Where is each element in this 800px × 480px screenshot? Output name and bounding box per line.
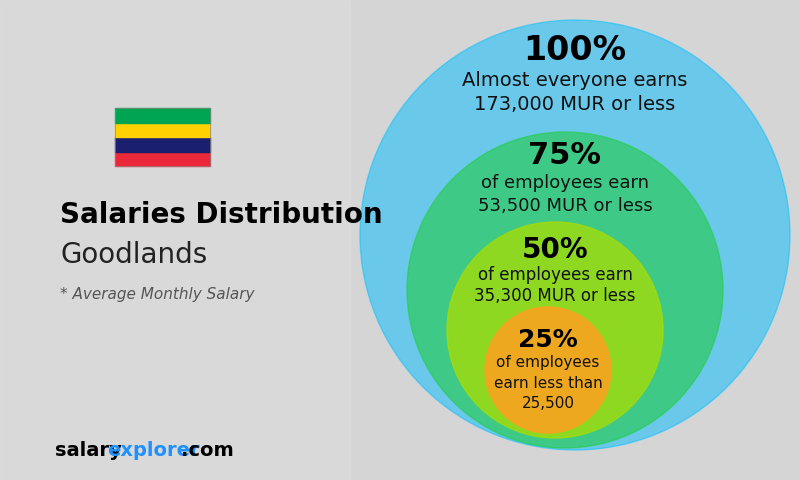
- Text: .com: .com: [181, 441, 234, 459]
- Text: earn less than: earn less than: [494, 375, 602, 391]
- Bar: [115, 122, 210, 137]
- Text: of employees: of employees: [496, 356, 600, 371]
- Text: of employees earn: of employees earn: [481, 174, 649, 192]
- Text: 35,300 MUR or less: 35,300 MUR or less: [474, 287, 636, 305]
- Bar: [115, 137, 210, 152]
- Text: 25%: 25%: [518, 328, 578, 352]
- Text: Goodlands: Goodlands: [60, 241, 207, 269]
- Text: of employees earn: of employees earn: [478, 266, 633, 284]
- Text: 100%: 100%: [523, 34, 626, 67]
- Text: salary: salary: [55, 441, 122, 459]
- Text: 50%: 50%: [522, 236, 588, 264]
- Text: Salaries Distribution: Salaries Distribution: [60, 201, 382, 229]
- Text: 53,500 MUR or less: 53,500 MUR or less: [478, 197, 652, 215]
- Bar: [115, 108, 210, 122]
- Circle shape: [360, 20, 790, 450]
- Text: 25,500: 25,500: [522, 396, 574, 410]
- Bar: [115, 152, 210, 166]
- Text: * Average Monthly Salary: * Average Monthly Salary: [60, 288, 254, 302]
- Text: 173,000 MUR or less: 173,000 MUR or less: [474, 96, 676, 115]
- Bar: [0, 0, 350, 480]
- Text: Almost everyone earns: Almost everyone earns: [462, 71, 688, 89]
- Circle shape: [407, 132, 723, 448]
- Circle shape: [485, 307, 611, 433]
- Text: 75%: 75%: [529, 141, 602, 169]
- Circle shape: [447, 222, 663, 438]
- Text: explorer: explorer: [107, 441, 200, 459]
- Bar: [115, 108, 210, 166]
